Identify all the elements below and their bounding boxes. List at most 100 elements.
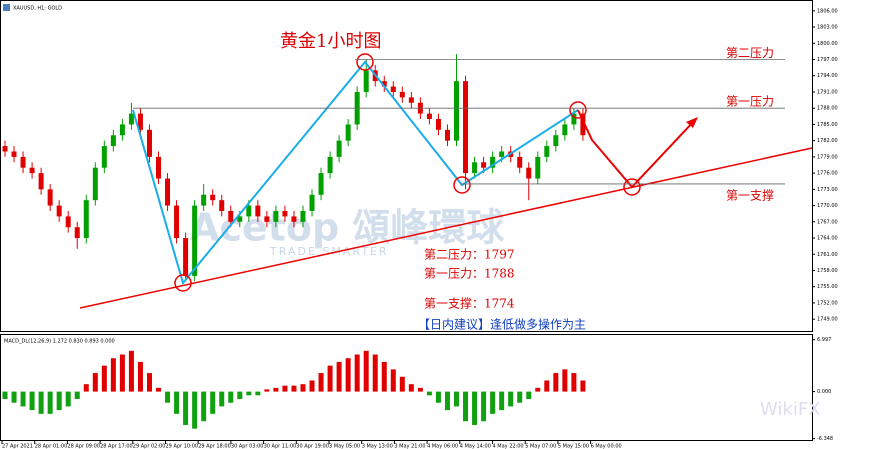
macd-bar bbox=[65, 391, 71, 407]
x-tick-label: 28 Apr 17:00 bbox=[100, 444, 133, 449]
macd-bar bbox=[255, 391, 261, 396]
candle-body bbox=[38, 173, 44, 190]
candle-body bbox=[517, 156, 523, 168]
candle-body bbox=[426, 113, 432, 120]
candle-body bbox=[499, 151, 505, 157]
candle-body bbox=[454, 81, 459, 141]
x-tick-label: 30 Apr 19:00 bbox=[296, 444, 329, 449]
candle-body bbox=[219, 200, 225, 211]
candle-body bbox=[526, 167, 532, 179]
x-tick-label: 30 Apr 11:00 bbox=[264, 444, 297, 449]
macd-bar bbox=[499, 391, 505, 411]
candle-body bbox=[2, 146, 8, 152]
candle-body bbox=[246, 205, 252, 217]
candle-body bbox=[92, 167, 98, 201]
level-label: 第二压力 bbox=[726, 46, 774, 60]
candle-body bbox=[110, 135, 116, 147]
macd-bar bbox=[544, 380, 550, 392]
macd-bar bbox=[562, 369, 568, 392]
macd-bar bbox=[291, 385, 297, 392]
macd-pane bbox=[0, 334, 813, 441]
candle-body bbox=[553, 135, 559, 147]
trend-line bbox=[79, 147, 813, 309]
candle-body bbox=[273, 210, 279, 222]
advice: 【日内建议】逢低做多操作为主 bbox=[418, 317, 586, 332]
candle-body bbox=[463, 81, 469, 174]
x-tick-label: 4 May 22:00 bbox=[493, 444, 524, 449]
macd-bar bbox=[11, 391, 17, 403]
brand: WikiFX bbox=[760, 399, 821, 420]
candle-body bbox=[363, 70, 369, 92]
x-tick-label: 4 May 06:00 bbox=[427, 444, 458, 449]
macd-bar bbox=[490, 391, 496, 414]
y-tick-label: 1773.00 bbox=[817, 187, 838, 193]
x-tick-label: 4 May 14:00 bbox=[460, 444, 491, 449]
macd-bar bbox=[463, 391, 469, 422]
macd-bar bbox=[580, 380, 586, 392]
candle-body bbox=[490, 156, 496, 168]
macd-bar bbox=[535, 387, 541, 392]
x-tick-label: 5 May 07:00 bbox=[525, 444, 556, 449]
macd-bar bbox=[38, 391, 44, 414]
macd-bar bbox=[165, 391, 171, 403]
x-tick-label: 6 May 00:00 bbox=[591, 444, 622, 449]
candle-body bbox=[56, 205, 62, 217]
level-label: 第一压力 bbox=[726, 95, 774, 109]
circle bbox=[174, 274, 192, 292]
candle-body bbox=[237, 216, 243, 222]
y-tick-label: 1761.00 bbox=[817, 252, 838, 258]
candle-body bbox=[472, 162, 478, 174]
macd-bar bbox=[137, 361, 143, 392]
y2-tick-label: 6.997 bbox=[817, 337, 831, 343]
candle-body bbox=[29, 167, 35, 174]
y-tick-label: 1803.00 bbox=[817, 25, 838, 31]
macd-bar bbox=[273, 387, 279, 392]
macd-bar bbox=[110, 358, 116, 392]
macd-bar bbox=[426, 391, 432, 396]
candle-body bbox=[183, 238, 189, 276]
macd-bar bbox=[300, 384, 306, 392]
candle-body bbox=[381, 81, 387, 87]
candle-body bbox=[580, 113, 586, 136]
macd-bar bbox=[354, 354, 360, 392]
x-tick-label: 28 Apr 01:00 bbox=[35, 444, 68, 449]
y-tick-label: 1794.00 bbox=[817, 73, 838, 79]
macd-bar bbox=[83, 384, 89, 392]
macd-bar bbox=[381, 361, 387, 392]
macd-bar bbox=[74, 391, 80, 400]
circle bbox=[453, 176, 471, 194]
candle-body bbox=[228, 210, 234, 222]
candle-body bbox=[435, 119, 441, 130]
candle-body bbox=[146, 129, 152, 157]
macd-bar bbox=[20, 391, 26, 407]
macd-bar bbox=[128, 350, 134, 392]
candle-body bbox=[399, 91, 405, 98]
y-tick-label: 1764.00 bbox=[817, 236, 838, 242]
level-label: 第一支撑 bbox=[726, 187, 774, 202]
macd-bar bbox=[264, 389, 270, 392]
circle bbox=[623, 178, 641, 196]
note: 第一压力：1788 bbox=[424, 267, 515, 281]
y-tick-label: 1791.00 bbox=[817, 89, 838, 95]
candle-body bbox=[535, 156, 541, 179]
macd-bar bbox=[517, 391, 523, 403]
macd-bar bbox=[472, 391, 478, 425]
macd-bar bbox=[553, 373, 559, 392]
y-tick-label: 1749.00 bbox=[817, 317, 838, 323]
candle-body bbox=[47, 189, 53, 206]
candle-body bbox=[65, 216, 71, 228]
watermark: Acetop 頌峰環球 bbox=[190, 206, 505, 250]
candle-body bbox=[128, 113, 134, 125]
macd-bar bbox=[408, 384, 414, 392]
candle-body bbox=[83, 200, 89, 239]
candle-body bbox=[571, 113, 577, 125]
x-tick-label: 5 May 15:00 bbox=[558, 444, 589, 449]
candle-body bbox=[101, 146, 107, 168]
candle-body bbox=[300, 210, 306, 222]
macd-bar bbox=[156, 387, 162, 392]
candle-body bbox=[119, 124, 125, 136]
note: 第二压力：1797 bbox=[424, 248, 515, 262]
macd-bar bbox=[336, 361, 342, 392]
y-tick-label: 1782.00 bbox=[817, 138, 838, 144]
symbol-icon bbox=[3, 4, 10, 11]
